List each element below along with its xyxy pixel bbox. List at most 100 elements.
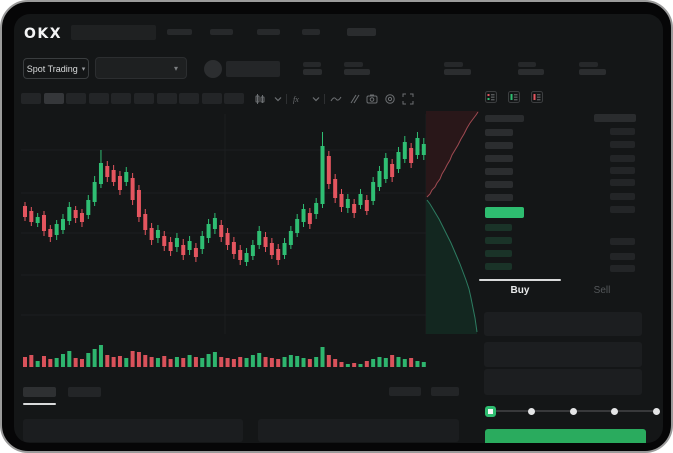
slider-stop-dot[interactable] bbox=[611, 407, 618, 415]
nav-item-placeholder[interactable] bbox=[347, 28, 376, 36]
volume-bar bbox=[244, 358, 249, 367]
toolbar-divider bbox=[286, 94, 287, 104]
pair-dropdown[interactable]: ▾ bbox=[95, 57, 187, 79]
ask-row-size bbox=[610, 193, 635, 200]
bid-row-size bbox=[610, 253, 635, 260]
volume-bar bbox=[415, 361, 420, 367]
camera-icon[interactable] bbox=[365, 93, 379, 105]
candle-body bbox=[231, 242, 236, 254]
bid-row-size bbox=[610, 265, 635, 272]
pair-title-placeholder bbox=[71, 25, 156, 40]
candle-body bbox=[257, 231, 262, 245]
interval-button[interactable] bbox=[66, 93, 87, 104]
order-history-panel bbox=[258, 419, 459, 442]
slider-handle[interactable] bbox=[484, 405, 496, 417]
volume-bar bbox=[288, 355, 293, 367]
stat-label-placeholder bbox=[303, 62, 321, 67]
volume-bar bbox=[124, 358, 129, 367]
volume-bar bbox=[174, 357, 179, 367]
book-all-icon[interactable] bbox=[485, 91, 497, 103]
tab-sell[interactable]: Sell bbox=[593, 285, 611, 296]
interval-button[interactable] bbox=[134, 93, 154, 104]
interval-button[interactable] bbox=[21, 93, 41, 104]
chevron-down-icon[interactable] bbox=[271, 93, 285, 105]
nav-item-placeholder[interactable] bbox=[302, 29, 320, 35]
svg-text:fx: fx bbox=[293, 95, 299, 104]
interval-button[interactable] bbox=[88, 93, 109, 104]
volume-bar bbox=[117, 356, 122, 367]
volume-bar bbox=[301, 358, 306, 367]
indicator-icon[interactable]: fx bbox=[291, 93, 305, 105]
interval-button[interactable] bbox=[179, 93, 200, 104]
ask-row-size bbox=[610, 155, 635, 162]
interval-button[interactable] bbox=[201, 93, 222, 104]
volume-bar bbox=[371, 359, 376, 367]
volume-bar bbox=[92, 349, 97, 367]
stat-label-placeholder bbox=[579, 62, 598, 67]
candles-icon[interactable] bbox=[253, 93, 267, 105]
stat-value-placeholder bbox=[518, 69, 544, 75]
candle-body bbox=[155, 230, 160, 238]
line-tool-icon[interactable] bbox=[329, 93, 343, 105]
nav-item-placeholder[interactable] bbox=[257, 29, 280, 35]
candle-body bbox=[174, 238, 179, 247]
nav-item-placeholder[interactable] bbox=[210, 29, 233, 35]
candle-body bbox=[136, 190, 141, 217]
volume-bar bbox=[383, 358, 388, 367]
price-field[interactable] bbox=[484, 312, 642, 336]
candle-body bbox=[409, 148, 414, 163]
interval-button[interactable] bbox=[224, 93, 245, 104]
volume-bar bbox=[86, 353, 91, 367]
bottom-tab-2[interactable] bbox=[68, 387, 101, 397]
bottom-stat-1 bbox=[389, 387, 421, 396]
orderbook-header-left bbox=[485, 115, 524, 122]
nav-item-placeholder[interactable] bbox=[167, 29, 192, 35]
settings-icon[interactable] bbox=[383, 93, 397, 105]
volume-bar bbox=[206, 354, 211, 367]
candle-body bbox=[421, 144, 426, 155]
candle-body bbox=[326, 156, 331, 184]
stat-value-placeholder bbox=[344, 69, 370, 75]
volume-bar bbox=[421, 362, 426, 367]
candle-body bbox=[111, 170, 116, 182]
candle-body bbox=[124, 172, 129, 182]
candle-body bbox=[193, 248, 198, 257]
candle-body bbox=[143, 214, 148, 230]
volume-bar bbox=[396, 357, 401, 367]
book-buy-icon[interactable] bbox=[508, 91, 520, 103]
candle-body bbox=[35, 217, 40, 223]
slider-stop-dot[interactable] bbox=[528, 407, 535, 415]
amount-field[interactable] bbox=[484, 342, 642, 367]
candle-body bbox=[377, 171, 382, 187]
compare-icon[interactable] bbox=[347, 93, 361, 105]
candle-body bbox=[181, 245, 186, 255]
volume-bar bbox=[149, 357, 154, 367]
chevron-down-icon[interactable] bbox=[309, 93, 323, 105]
candle-body bbox=[295, 219, 300, 233]
depth-ask-line bbox=[426, 111, 479, 198]
spot-trading-selector[interactable]: Spot Trading ▾ bbox=[23, 58, 89, 79]
interval-button[interactable] bbox=[156, 93, 177, 104]
volume-bar bbox=[136, 352, 141, 367]
fullscreen-icon[interactable] bbox=[401, 93, 415, 105]
candle-body bbox=[314, 203, 319, 214]
volume-bar bbox=[105, 355, 110, 367]
bottom-stat-2 bbox=[431, 387, 459, 396]
slider-stop-dot[interactable] bbox=[569, 407, 577, 415]
interval-button[interactable] bbox=[111, 93, 132, 104]
slider-stop-dot[interactable] bbox=[652, 407, 660, 415]
volume-bar bbox=[326, 355, 331, 367]
volume-bar bbox=[98, 345, 103, 367]
total-field[interactable] bbox=[484, 369, 642, 395]
tab-buy[interactable]: Buy bbox=[510, 285, 530, 296]
interval-button[interactable] bbox=[43, 93, 64, 104]
bottom-tab-active[interactable] bbox=[23, 387, 56, 397]
volume-bar bbox=[390, 355, 395, 367]
candle-body bbox=[320, 146, 325, 204]
ask-row-price bbox=[485, 142, 513, 149]
volume-bar bbox=[168, 359, 173, 367]
buy-submit-button[interactable] bbox=[485, 429, 646, 443]
ask-row-size bbox=[610, 128, 635, 135]
book-sell-icon[interactable] bbox=[531, 91, 543, 103]
candle-body bbox=[117, 176, 122, 190]
